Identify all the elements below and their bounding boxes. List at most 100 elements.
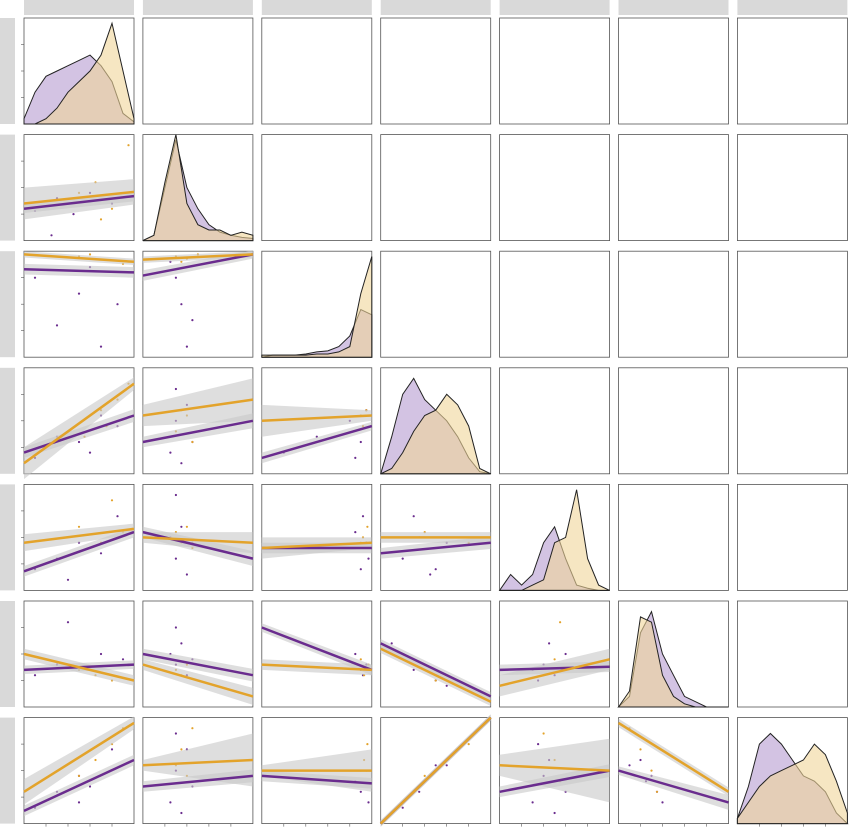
point <box>542 732 545 735</box>
fit-line <box>380 541 491 555</box>
panel-frame <box>142 17 254 125</box>
density <box>617 616 729 708</box>
panel-frame <box>737 134 848 242</box>
panel-frame <box>261 600 373 708</box>
point <box>66 578 70 581</box>
point <box>116 515 119 518</box>
point <box>650 769 653 772</box>
fit-line <box>499 665 610 672</box>
fit-line <box>261 663 372 672</box>
panel-frame <box>618 134 729 242</box>
point <box>564 652 567 656</box>
point <box>359 790 362 793</box>
fit-line <box>499 658 610 688</box>
point <box>33 674 37 677</box>
point <box>116 303 119 306</box>
point <box>367 557 370 560</box>
point <box>628 764 631 767</box>
point <box>99 218 103 221</box>
point <box>88 785 92 788</box>
point <box>174 626 177 629</box>
panel-frame <box>618 250 729 358</box>
row-strip <box>0 601 15 707</box>
point <box>553 811 556 815</box>
point <box>180 811 183 815</box>
point <box>180 260 183 263</box>
confidence-band <box>261 404 372 437</box>
fit-line <box>142 398 254 417</box>
density <box>499 489 610 591</box>
fit-line <box>23 527 135 544</box>
fit-line <box>379 716 492 825</box>
point <box>401 557 404 560</box>
point <box>367 801 370 804</box>
fit-line <box>23 253 135 264</box>
point <box>169 801 172 804</box>
fit-line <box>23 190 135 205</box>
point <box>94 758 97 762</box>
point <box>174 387 177 391</box>
point <box>429 573 432 576</box>
fit-line <box>142 652 254 677</box>
fit-line <box>142 758 253 767</box>
point <box>423 774 426 778</box>
fit-line <box>23 414 135 454</box>
row-strip <box>0 367 15 474</box>
confidence-band <box>142 532 253 554</box>
column-strip <box>618 0 729 15</box>
density <box>736 743 848 825</box>
point <box>553 658 556 661</box>
fit-line <box>142 774 254 788</box>
row-strip <box>0 251 15 358</box>
panel-frame <box>261 134 373 242</box>
point <box>434 764 437 767</box>
fit-line <box>23 758 135 813</box>
fit-line <box>617 721 730 793</box>
point <box>99 345 103 348</box>
point <box>55 324 59 327</box>
point <box>354 531 357 534</box>
point <box>548 642 551 645</box>
point <box>359 658 362 661</box>
point <box>366 525 369 528</box>
fit-line <box>23 194 135 211</box>
point <box>191 319 194 322</box>
fit-line <box>499 764 610 772</box>
confidence-band <box>24 179 134 220</box>
point <box>359 440 362 444</box>
confidence-band <box>24 716 134 805</box>
point <box>174 732 177 735</box>
row-strip <box>0 484 15 591</box>
point <box>361 515 365 518</box>
point <box>121 658 125 661</box>
point <box>174 557 177 560</box>
confidence-band <box>24 523 134 552</box>
point <box>434 568 437 571</box>
point <box>77 774 81 778</box>
fit-line <box>23 721 135 793</box>
point <box>537 743 540 746</box>
point <box>110 207 114 210</box>
panel-frame <box>737 600 848 708</box>
fit-line <box>23 530 135 573</box>
point <box>412 668 415 672</box>
point <box>434 679 437 682</box>
panel-frame <box>261 17 373 125</box>
fit-line <box>23 382 135 465</box>
point <box>185 525 188 528</box>
point <box>33 276 37 279</box>
fit-line <box>380 647 492 703</box>
column-strip <box>380 0 491 15</box>
point <box>66 621 70 624</box>
fit-line <box>261 626 373 672</box>
point <box>661 801 664 804</box>
fit-line <box>261 541 372 550</box>
point <box>77 525 81 528</box>
point <box>412 515 415 518</box>
column-strip <box>24 0 134 15</box>
fit-line <box>142 663 254 698</box>
panel-frame <box>380 250 492 358</box>
density <box>24 21 135 125</box>
fit-line <box>499 769 610 794</box>
